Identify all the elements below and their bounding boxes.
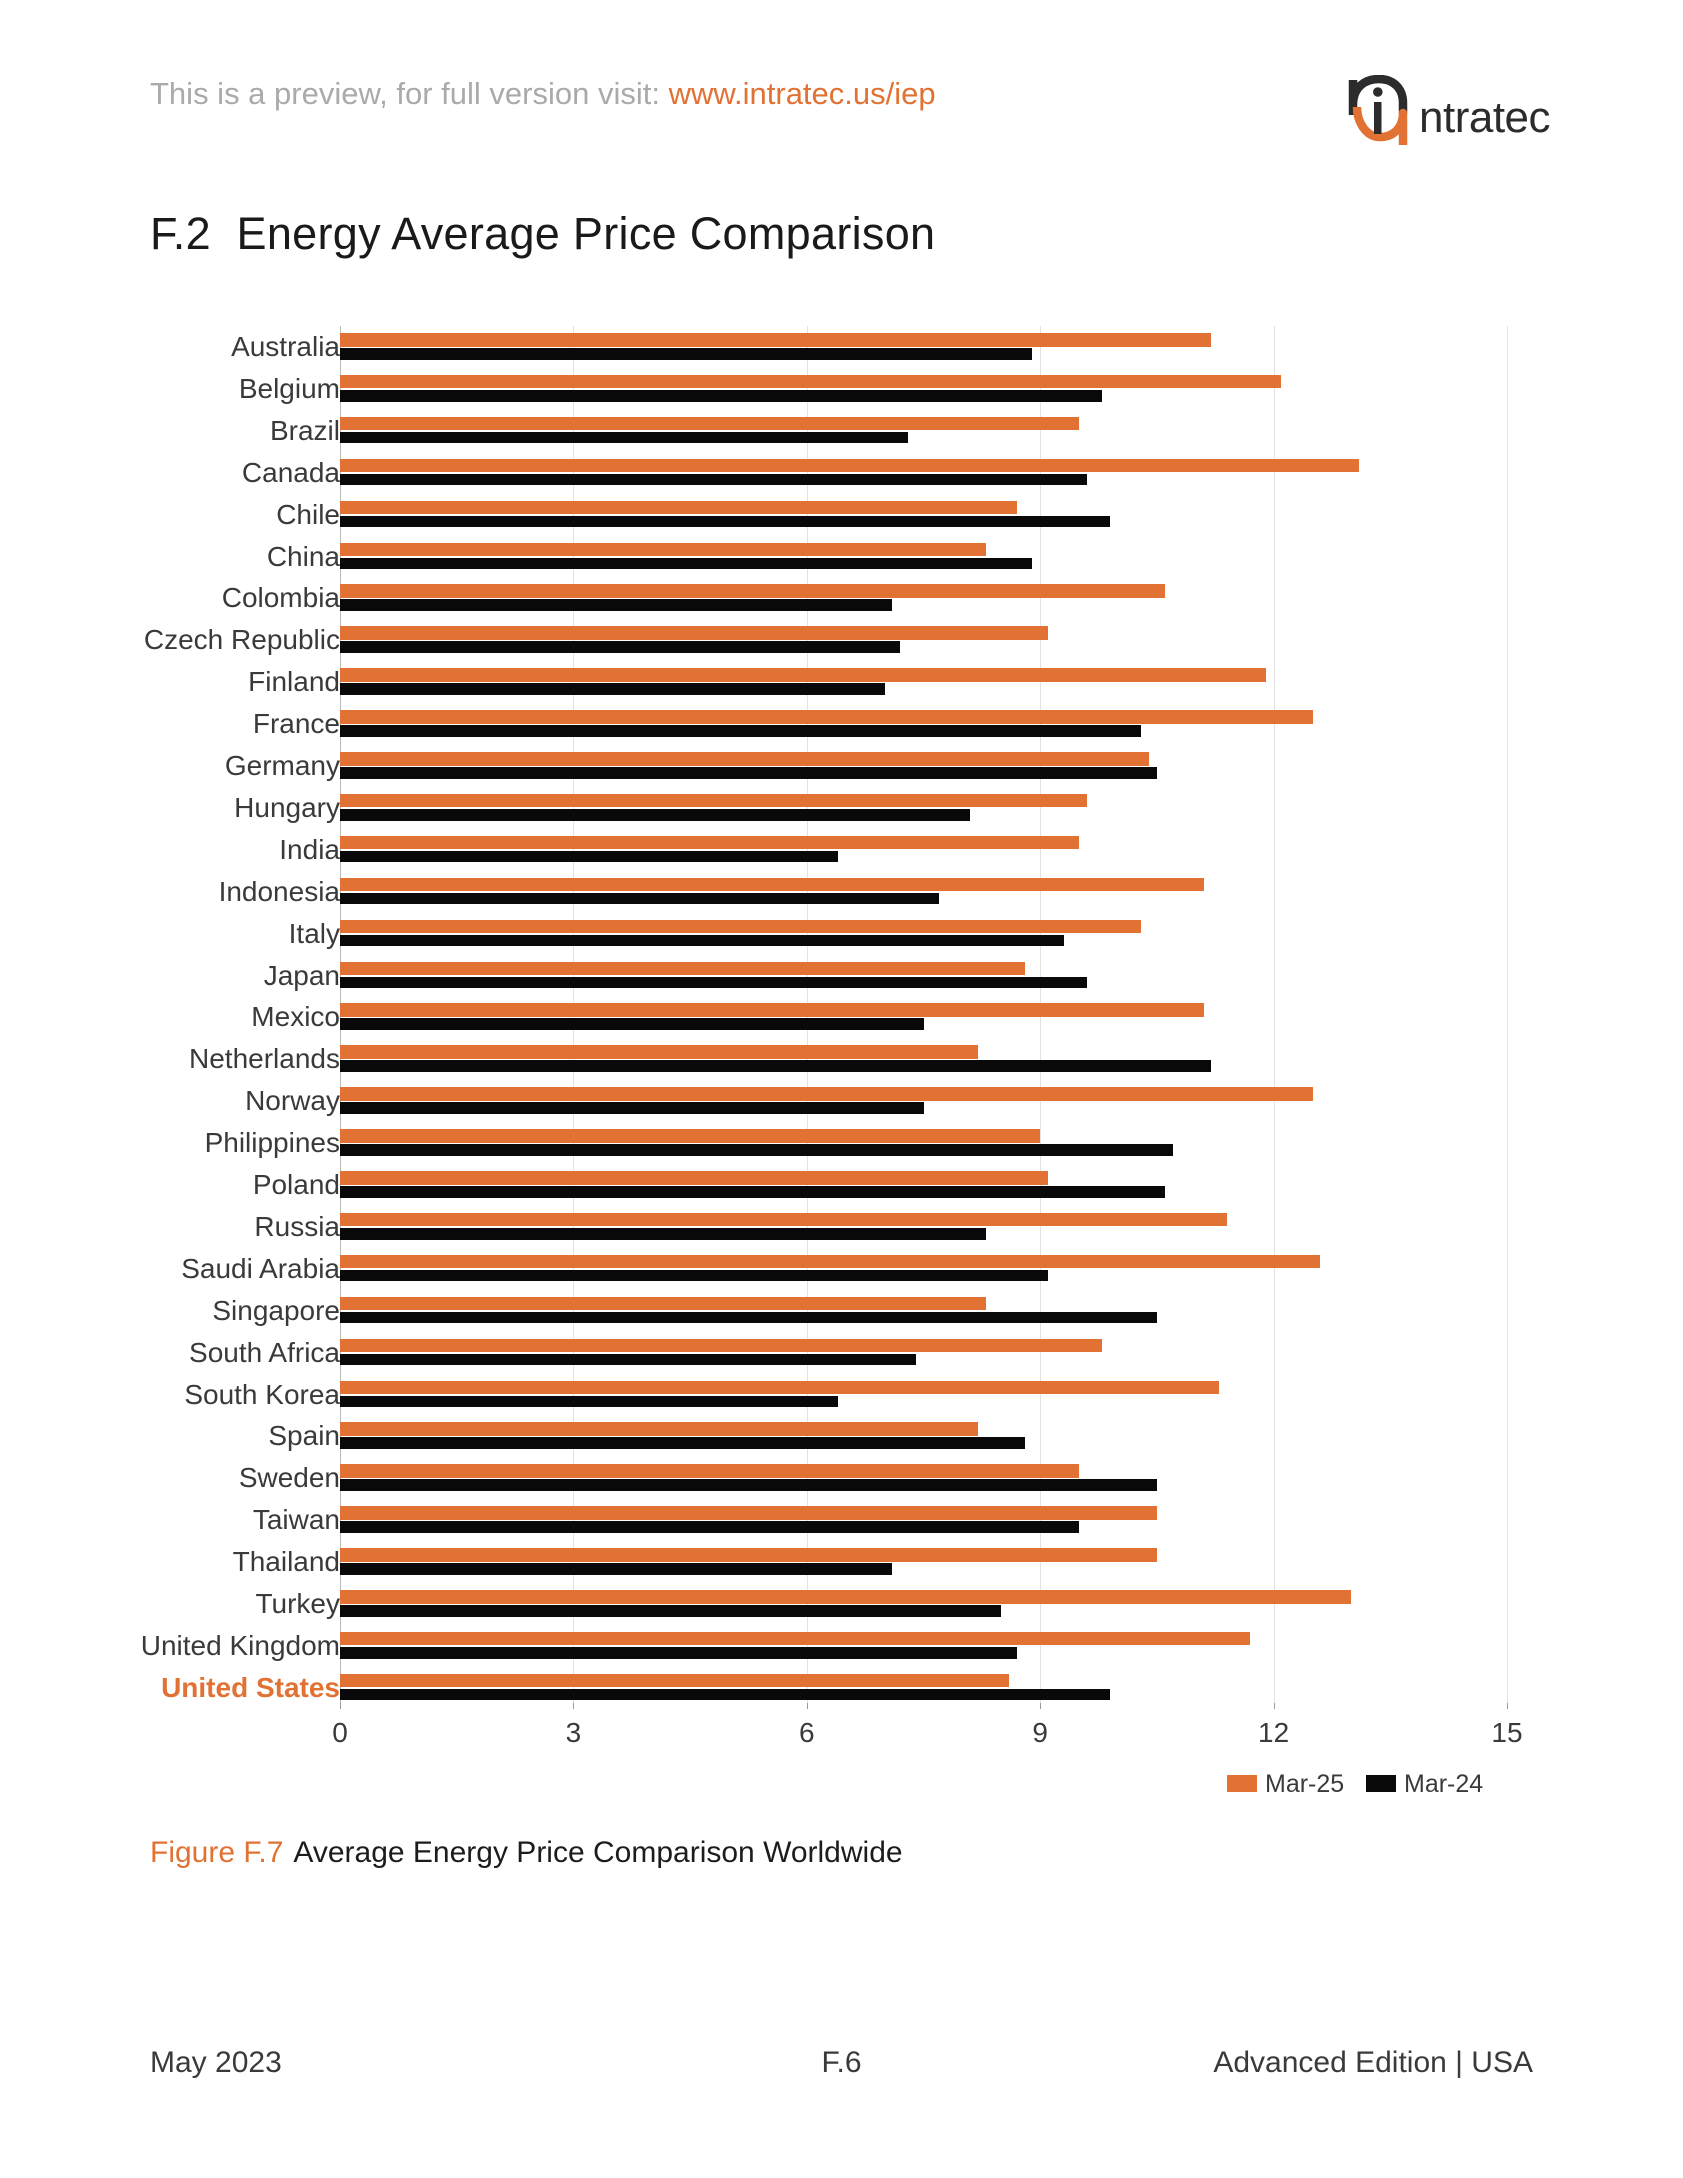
svg-text:ntratec: ntratec [1419, 93, 1550, 142]
